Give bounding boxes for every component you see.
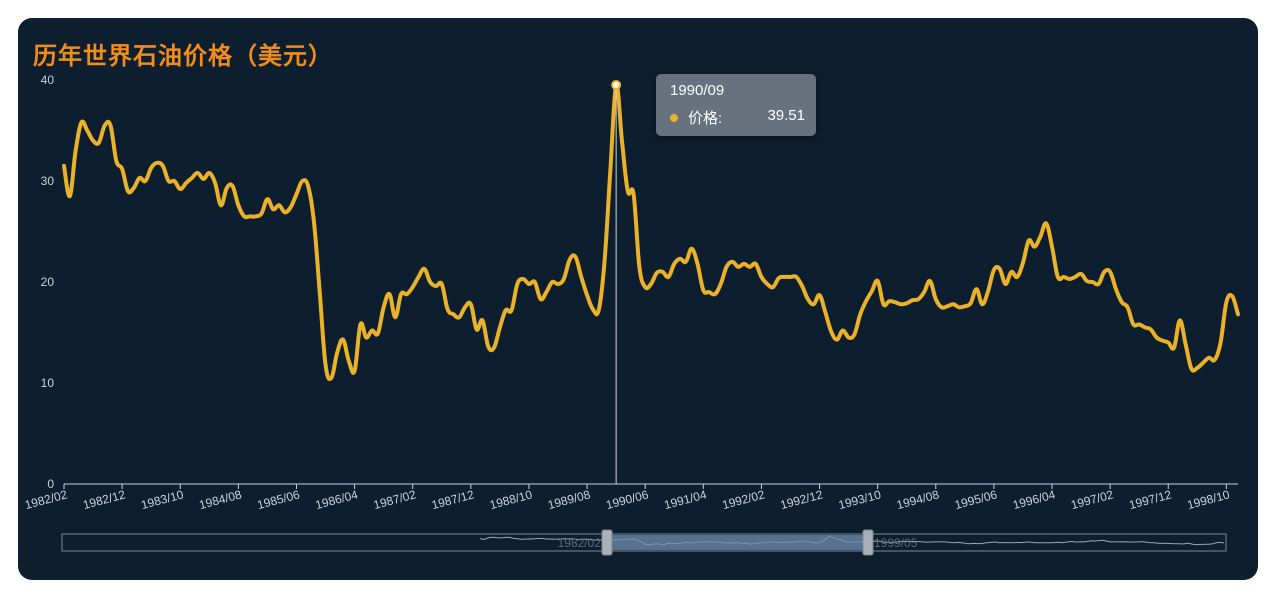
- zoom-end-label: 1999/05: [874, 536, 918, 550]
- highlighted-point: [611, 79, 622, 90]
- x-tick-label: 1986/04: [314, 487, 360, 512]
- x-tick-label: 1990/06: [604, 487, 650, 512]
- tooltip: 1990/09 价格: 39.51: [656, 74, 816, 136]
- price-series-line: [62, 82, 1240, 381]
- y-tick-label: 30: [41, 174, 55, 188]
- data-zoom-slider[interactable]: 1982/02 1999/05: [61, 529, 1227, 556]
- x-tick-label: 1997/12: [1127, 487, 1173, 512]
- x-tick-label: 1982/12: [81, 487, 127, 512]
- x-tick-label: 1987/12: [430, 487, 476, 512]
- tooltip-date: 1990/09: [670, 82, 725, 99]
- series-marker-icon: [670, 114, 678, 123]
- x-tick-label: 1998/10: [1186, 487, 1232, 512]
- tooltip-row: 价格: 39.51: [670, 107, 805, 128]
- x-tick-label: 1994/08: [895, 487, 941, 512]
- x-tick-label: 1989/08: [546, 487, 592, 512]
- series-layer: [62, 82, 1240, 381]
- x-tick-label: 1988/10: [488, 487, 534, 512]
- x-tick-label: 1982/02: [23, 487, 69, 512]
- y-tick-label: 40: [41, 73, 55, 87]
- x-tick-label: 1984/08: [198, 487, 244, 512]
- x-tick-label: 1992/02: [721, 487, 767, 512]
- y-tick-label: 20: [41, 275, 55, 289]
- pointer-layer: [611, 79, 622, 484]
- x-tick-label: 1983/10: [139, 487, 185, 512]
- x-tick-label: 1997/02: [1069, 487, 1115, 512]
- y-tick-label: 10: [41, 376, 55, 390]
- axes-layer: 0 10 20 30 40 1982/02 1982/12 1983/10 1984/08 198…: [23, 73, 1238, 512]
- zoom-handle-left[interactable]: [601, 529, 613, 556]
- x-tick-label: 1992/12: [779, 487, 825, 512]
- x-tick-label: 1985/06: [256, 487, 302, 512]
- y-tick-label: 0: [47, 477, 54, 491]
- zoom-handle-right[interactable]: [862, 529, 874, 556]
- zoom-track: [61, 533, 1227, 552]
- chart-card: [18, 18, 1258, 580]
- tooltip-series-label: 价格:: [688, 110, 723, 127]
- x-tick-label: 1991/04: [663, 487, 709, 512]
- chart-title: 历年世界石油价格（美元）: [33, 42, 333, 70]
- x-tick-label: 1996/04: [1011, 487, 1057, 512]
- zoom-selected-range: [607, 535, 868, 550]
- x-tick-label: 1993/10: [837, 487, 883, 512]
- tooltip-value: 39.51: [767, 107, 805, 124]
- x-tick-label: 1995/06: [953, 487, 999, 512]
- x-tick-label: 1987/02: [372, 487, 418, 512]
- zoom-start-label: 1982/02: [558, 536, 602, 550]
